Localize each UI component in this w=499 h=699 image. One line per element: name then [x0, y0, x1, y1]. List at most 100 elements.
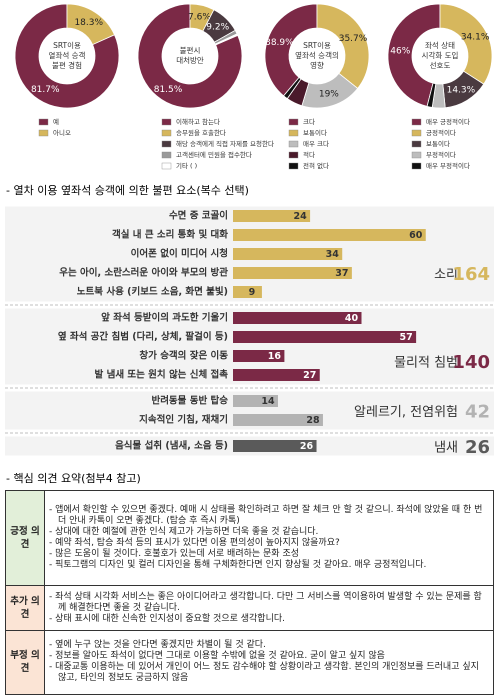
- opinion-table: 긍정 의견앱에서 확인할 수 있으면 좋겠다. 예매 시 상태를 확인하려고 하…: [5, 489, 494, 696]
- opinion-item: 상태 표시에 대한 신속한 인지성이 중요할 것으로 생각합니다.: [49, 614, 489, 625]
- slice-label: 34.1%: [461, 32, 490, 42]
- bar-category-label: 발 냄새 또는 원치 않는 신체 접촉: [95, 369, 229, 381]
- bar: [233, 331, 417, 343]
- legend-swatch: [288, 151, 299, 159]
- bar-category-label: 이어폰 없이 미디어 시청: [131, 248, 228, 260]
- opinion-row: 추가 의견좌석 상태 시각화 서비스는 좋은 아이디어라고 생각합니다. 다만 …: [5, 585, 494, 631]
- legend-swatch: [288, 162, 299, 170]
- legend-label: 예: [53, 117, 59, 126]
- donut-slice: [426, 82, 437, 108]
- opinion-cell: 옆에 누구 앉는 것을 안다면 좋겠지만 차별이 될 것 같다.정보를 알아도 …: [44, 629, 494, 696]
- section-heading: - 핵심 의견 요약(첨부4 참고): [6, 471, 141, 485]
- legend-swatch: [161, 151, 172, 159]
- group-total: 140: [452, 352, 490, 373]
- legend-label: 해당 승객에게 직접 자제를 요청한다: [176, 139, 274, 148]
- donut-slice: [66, 3, 115, 46]
- legend-swatch: [411, 140, 422, 148]
- legend-label: 전혀 없다: [303, 161, 329, 170]
- legend-swatch: [161, 140, 172, 148]
- legend-label: 크다: [303, 117, 315, 126]
- slice-label: 14.3%: [447, 86, 476, 96]
- bar: [233, 229, 426, 241]
- donut-center-label: 시각화 도입: [422, 50, 459, 60]
- bar-value-label: 24: [293, 211, 307, 222]
- opinion-label: 부정 의견: [5, 629, 45, 696]
- donut-slice: [316, 3, 370, 89]
- bar-category-label: 지속적인 기침, 재채기: [139, 414, 228, 426]
- opinion-item: 옆에 누구 앉는 것을 안다면 좋겠지만 차별이 될 것 같다.: [49, 640, 489, 651]
- legend-swatch: [411, 162, 422, 170]
- bar: [233, 350, 285, 362]
- legend-swatch: [38, 129, 49, 137]
- opinion-row: 부정 의견옆에 누구 앉는 것을 안다면 좋겠지만 차별이 될 것 같다.정보를…: [5, 629, 494, 696]
- opinion-list: 좌석 상태 시각화 서비스는 좋은 아이디어라고 생각합니다. 다만 그 서비스…: [49, 592, 489, 625]
- opinion-item: 많은 도움이 될 것이다. 호불호가 있는데 서로 배려하는 문화 조성: [49, 549, 489, 560]
- bar-value-label: 26: [300, 441, 314, 452]
- legend-label: 고객센터에 민원을 접수한다: [176, 150, 252, 159]
- legend-label: 기타 ( ): [176, 161, 197, 170]
- legend-label: 부정적이다: [426, 150, 456, 159]
- opinion-cell: 앱에서 확인할 수 있으면 좋겠다. 예매 시 상태를 확인하려고 하면 잘 체…: [44, 489, 494, 587]
- donut-center-label: 불편 경험: [52, 60, 82, 70]
- donut-center-label: 열좌석 승객: [49, 50, 86, 60]
- legend-label: 적다: [303, 150, 315, 159]
- bar-category-label: 음식물 섭취 (냄새, 소음 등): [115, 440, 228, 452]
- donut-center-label: 불편시: [180, 45, 201, 55]
- legend-label: 긍정적이다: [426, 128, 456, 137]
- bar-category-label: 옆 좌석 공간 침범 (다리, 상체, 팔걸이 등): [58, 331, 228, 343]
- donut-slice: [439, 3, 493, 85]
- opinion-item: 픽토그램의 디자인 및 컬러 디자인을 통해 구체화한다면 인지 향상될 것 같…: [49, 560, 489, 571]
- bar-value-label: 37: [335, 268, 348, 279]
- slice-label: 38.9%: [265, 38, 294, 48]
- bar-value-label: 34: [326, 249, 340, 260]
- bar: [233, 248, 343, 260]
- donut-slice: [283, 76, 302, 100]
- slice-label: 18.3%: [74, 18, 103, 28]
- bar-category-label: 창가 승객의 잦은 이동: [139, 350, 228, 362]
- donut-slice: [264, 3, 318, 97]
- legend-label: 이해하고 참는다: [176, 117, 220, 126]
- legend-label: 아니오: [53, 128, 71, 137]
- bar-value-label: 9: [249, 287, 256, 298]
- donut-center-label: SRT이용: [53, 40, 81, 50]
- legend-label: 보통이다: [303, 128, 327, 137]
- opinion-item: 대중교통 이용하는 데 있어서 개인이 어느 정도 감수해야 할 상황이라고 생…: [49, 662, 489, 684]
- bar: [233, 210, 311, 222]
- legend-swatch: [411, 129, 422, 137]
- opinion-label: 긍정 의견: [5, 489, 45, 587]
- section-heading: - 열차 이용 옆좌석 승객에 의한 불편 요소(복수 선택): [6, 184, 249, 197]
- opinion-list: 옆에 누구 앉는 것을 안다면 좋겠지만 차별이 될 것 같다.정보를 알아도 …: [49, 640, 489, 684]
- donut-center-label: 영향: [310, 60, 324, 70]
- bar: [233, 440, 317, 452]
- group-name: 물리적 침범: [394, 356, 458, 371]
- group-name: 알레르기, 전염위험: [354, 405, 458, 420]
- bar-value-label: 14: [261, 396, 275, 407]
- legend-swatch: [38, 118, 49, 126]
- opinion-list: 앱에서 확인할 수 있으면 좋겠다. 예매 시 상태를 확인하려고 하면 잘 체…: [49, 505, 489, 571]
- opinion-item: 상대에 대한 예절에 관한 인식 제고가 가능하면 더욱 좋을 것 같습니다.: [49, 527, 489, 538]
- slice-label: 9.2%: [206, 23, 229, 33]
- slice-label: 81.5%: [154, 85, 183, 95]
- donut-slice: [214, 33, 239, 46]
- bar-value-label: 16: [268, 351, 282, 362]
- bar-value-label: 57: [399, 332, 412, 343]
- legend-swatch: [411, 118, 422, 126]
- bar-category-label: 수면 중 코골이: [169, 210, 228, 222]
- bar: [233, 312, 362, 324]
- bar: [233, 286, 262, 298]
- bar-value-label: 27: [303, 370, 316, 381]
- slice-label: 46%: [390, 46, 410, 56]
- donut-center-label: 선호도: [430, 61, 451, 70]
- bar: [233, 267, 352, 279]
- opinion-item: 앱에서 확인할 수 있으면 좋겠다. 예매 시 상태를 확인하려고 하면 잘 체…: [49, 505, 489, 527]
- bar-value-label: 40: [345, 313, 359, 324]
- opinion-item: 정보를 알아도 좌석이 없다면 그대로 이용할 수밖에 없을 것 같아요. 굳이…: [49, 651, 489, 662]
- legend-swatch: [161, 162, 172, 170]
- group-total: 164: [452, 264, 490, 285]
- donut-center-label: 대처방안: [176, 55, 204, 65]
- slice-label: 7.6%: [188, 13, 211, 23]
- opinion-row: 긍정 의견앱에서 확인할 수 있으면 좋겠다. 예매 시 상태를 확인하려고 하…: [5, 489, 494, 587]
- bar-category-label: 반려동물 동반 탑승: [151, 395, 228, 407]
